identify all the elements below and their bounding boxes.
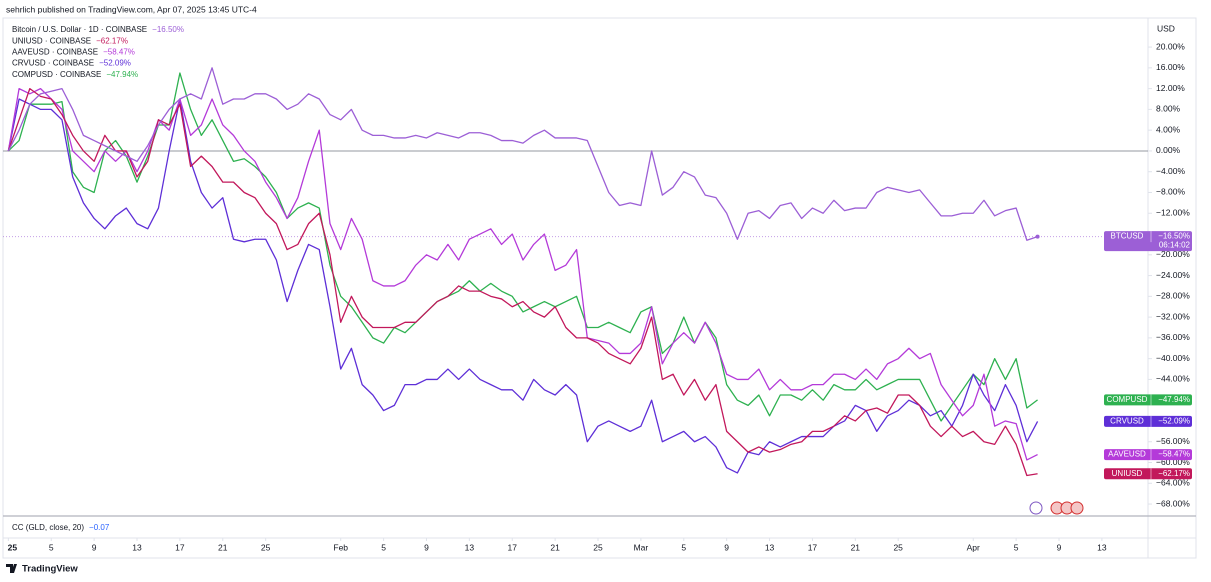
logo-mark	[6, 564, 17, 573]
x-tick-label: 13	[465, 542, 475, 552]
brand: TradingView	[22, 564, 78, 575]
series-line	[7, 72, 1038, 422]
x-tick-label: 9	[92, 542, 97, 552]
price-label-change: −47.94%	[1158, 395, 1190, 404]
x-tick-label: 9	[724, 542, 729, 552]
x-tick-label: 13	[132, 542, 142, 552]
x-tick-label: 9	[1057, 542, 1062, 552]
y-tick-label: −40.00%	[1156, 353, 1190, 363]
last-point	[1035, 234, 1040, 239]
price-label-symbol: CRVUSD	[1110, 417, 1144, 426]
legend-change: −62.17%	[96, 36, 128, 45]
indicator-value: −0.07	[89, 523, 110, 532]
y-tick-label: 12.00%	[1156, 83, 1185, 93]
publish-info: sehrlich published on TradingView.com, A…	[6, 4, 257, 14]
x-tick-label: 17	[808, 542, 818, 552]
event-icons	[1029, 501, 1084, 515]
x-tick-label: 17	[508, 542, 518, 552]
indicator-title: CC (GLD, close, 20)	[12, 523, 84, 532]
y-tick-label: −20.00%	[1156, 249, 1190, 259]
legend-change: −16.50%	[152, 25, 184, 34]
y-tick-label: 16.00%	[1156, 62, 1185, 72]
price-label-bg	[1104, 415, 1192, 427]
brand-logo	[6, 564, 17, 573]
y-tick-label: −8.00%	[1156, 187, 1186, 197]
price-label-symbol: COMPUSD	[1107, 395, 1148, 404]
event-icon	[1029, 501, 1043, 515]
y-tick-label: −68.00%	[1156, 498, 1190, 508]
y-tick-label: 4.00%	[1156, 124, 1181, 134]
price-label-symbol: UNIUSD	[1112, 469, 1143, 478]
y-tick-label: −60.00%	[1156, 457, 1190, 467]
price-label-bg	[1104, 449, 1192, 461]
x-tick-label: 21	[851, 542, 861, 552]
y-tick-label: −64.00%	[1156, 478, 1190, 488]
price-label-symbol: AAVEUSD	[1108, 450, 1146, 459]
y-tick-label: 8.00%	[1156, 104, 1181, 114]
x-tick-label: 5	[681, 542, 686, 552]
y-tick-label: −28.00%	[1156, 291, 1190, 301]
y-tick-label: −44.00%	[1156, 374, 1190, 384]
x-tick-label: 25	[8, 542, 18, 552]
y-tick-label: 20.00%	[1156, 41, 1185, 51]
y-tick-label: −4.00%	[1156, 166, 1186, 176]
price-label-change: −58.47%	[1158, 450, 1190, 459]
price-label-change: −16.50%	[1158, 232, 1190, 241]
x-tick-label: Apr	[967, 542, 980, 552]
legend-change: −52.09%	[99, 59, 131, 68]
x-tick-label: 13	[765, 542, 775, 552]
y-tick-label: −32.00%	[1156, 311, 1190, 321]
series-line	[7, 67, 1038, 241]
x-tick-label: 17	[175, 542, 185, 552]
x-tick-label: 25	[593, 542, 603, 552]
x-tick-label: 5	[1014, 542, 1019, 552]
price-label-change: −52.09%	[1158, 417, 1190, 426]
currency-label: USD	[1157, 23, 1175, 33]
x-tick-label: 13	[1097, 542, 1107, 552]
price-label-bg	[1104, 394, 1192, 406]
x-tick-label: 9	[424, 542, 429, 552]
y-tick-label: −36.00%	[1156, 332, 1190, 342]
legend-change: −58.47%	[103, 48, 135, 57]
x-tick-label: 21	[550, 542, 560, 552]
legend-change: −47.94%	[106, 70, 138, 79]
y-tick-label: −56.00%	[1156, 436, 1190, 446]
y-tick-label: 0.00%	[1156, 145, 1181, 155]
price-label-countdown: 06:14:02	[1159, 241, 1191, 250]
legend-name: CRVUSD · COINBASE	[12, 59, 94, 68]
x-tick-label: 5	[49, 542, 54, 552]
y-tick-label: −24.00%	[1156, 270, 1190, 280]
legend-name: UNIUSD · COINBASE	[12, 36, 91, 45]
x-tick-label: 25	[893, 542, 903, 552]
price-label-bg	[1104, 468, 1192, 480]
price-label-symbol: BTCUSD	[1111, 232, 1144, 241]
legend-name: Bitcoin / U.S. Dollar · 1D · COINBASE	[12, 25, 147, 34]
x-tick-label: 21	[218, 542, 228, 552]
x-tick-label: 5	[381, 542, 386, 552]
x-tick-label: 25	[261, 542, 271, 552]
legend-name: AAVEUSD · COINBASE	[12, 48, 98, 57]
y-tick-label: −12.00%	[1156, 208, 1190, 218]
x-tick-label: Feb	[333, 542, 348, 552]
legend-name: COMPUSD · COINBASE	[12, 70, 101, 79]
chart-frame	[2, 17, 1197, 559]
series-line	[7, 87, 1038, 477]
event-icon	[1070, 501, 1084, 515]
x-tick-label: Mar	[634, 542, 649, 552]
price-label-bg	[1104, 231, 1192, 252]
price-label-change: −62.17%	[1158, 469, 1190, 478]
